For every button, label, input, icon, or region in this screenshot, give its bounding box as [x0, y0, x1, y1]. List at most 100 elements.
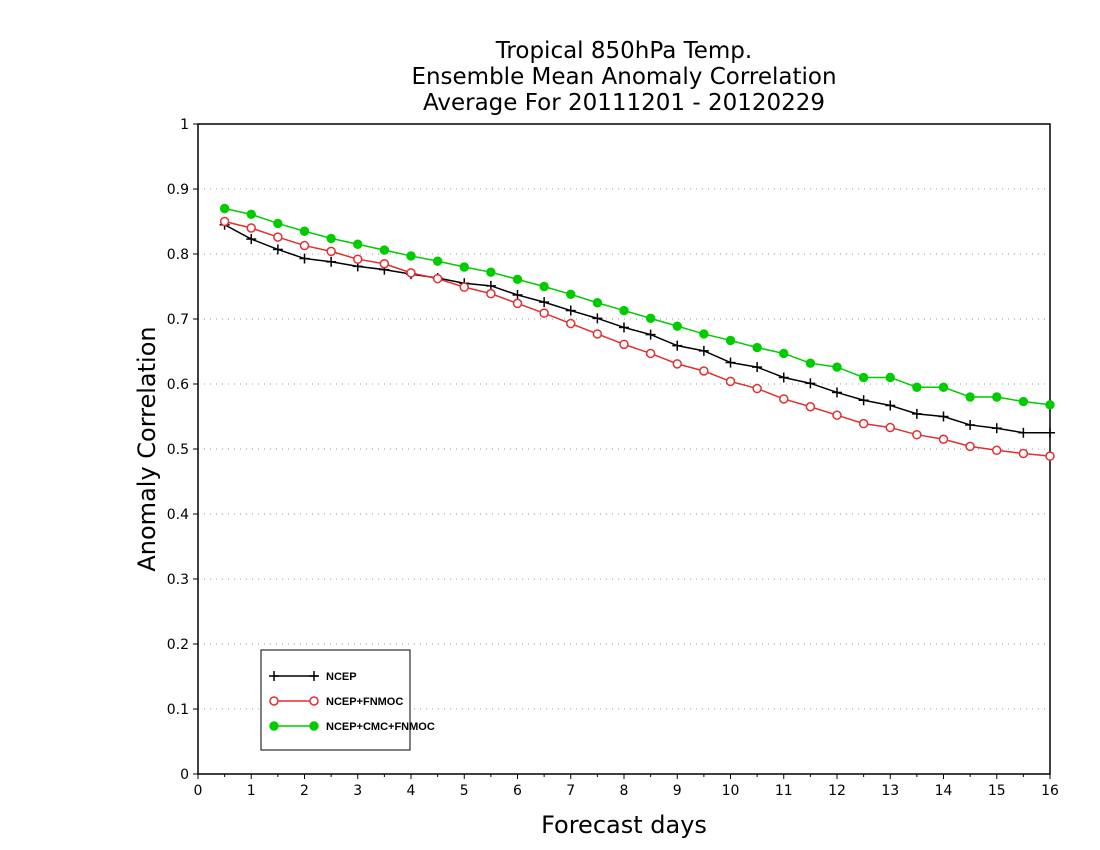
data-point	[1018, 448, 1029, 459]
data-point	[992, 392, 1002, 402]
data-point	[273, 232, 283, 242]
data-point	[645, 348, 656, 359]
legend-box	[260, 649, 411, 751]
data-point	[326, 256, 337, 267]
data-point	[273, 218, 283, 229]
data-point	[432, 256, 443, 266]
series-lines	[219, 203, 1055, 461]
data-point	[698, 345, 709, 356]
y-tick-label: 0.1	[167, 702, 189, 718]
data-point	[565, 305, 576, 316]
data-point	[486, 267, 496, 277]
data-point	[219, 203, 230, 214]
x-tick-label: 10	[722, 783, 740, 799]
data-point	[672, 340, 683, 351]
x-tick-label: 12	[828, 783, 846, 799]
legend: NCEP NCEP+FNMOC NCEP+CMC+FNMOC	[260, 649, 435, 751]
data-point	[965, 441, 975, 452]
data-point	[911, 408, 922, 419]
y-axis-label: Anomaly Correlation	[133, 326, 161, 571]
data-point	[938, 411, 949, 422]
series-line	[224, 220, 1051, 457]
data-point	[805, 402, 816, 412]
data-point	[486, 288, 496, 299]
x-axis-label: Forecast days	[541, 811, 707, 839]
x-tick-label: 0	[194, 783, 203, 799]
x-tick-label: 15	[988, 783, 1006, 799]
y-tick-label: 0.5	[167, 442, 189, 458]
data-point	[512, 289, 523, 300]
data-point	[566, 318, 576, 329]
data-point	[1018, 427, 1029, 438]
data-point	[885, 372, 895, 383]
x-tick-label: 7	[566, 783, 575, 799]
data-point	[725, 335, 736, 346]
data-point	[699, 329, 709, 339]
data-point	[432, 273, 443, 284]
data-point	[805, 358, 816, 368]
data-point	[1045, 451, 1055, 461]
data-point	[512, 298, 523, 309]
grid-lines	[198, 188, 1050, 710]
y-tick-label: 0.7	[167, 312, 189, 328]
data-point	[619, 339, 629, 350]
legend-marker	[269, 721, 279, 731]
legend-marker	[309, 696, 319, 706]
series-ncep	[219, 219, 1055, 438]
y-tick-label: 0.6	[167, 377, 189, 393]
data-point	[219, 216, 230, 227]
data-point	[1045, 400, 1055, 410]
data-point	[353, 254, 363, 264]
data-point	[752, 362, 763, 373]
x-tick-label: 9	[673, 783, 682, 799]
data-point	[592, 313, 603, 324]
data-point	[353, 239, 363, 249]
series-ncep-cmc-fnmoc	[219, 203, 1055, 410]
x-tick-label: 14	[935, 783, 953, 799]
data-point	[672, 359, 682, 369]
data-point	[965, 419, 976, 430]
data-point	[938, 434, 949, 444]
legend-entry: NCEP+CMC+FNMOC	[269, 721, 435, 733]
data-point	[539, 308, 549, 318]
y-tick-label: 0.8	[167, 247, 189, 263]
y-axis-ticks: 0 0.1 0.2 0.3 0.4 0.5 0.6 0.7 0.8 0.9 1	[167, 117, 198, 783]
data-point	[512, 274, 523, 285]
data-point	[858, 418, 869, 429]
data-point	[938, 382, 949, 392]
data-point	[246, 234, 257, 245]
data-point	[779, 394, 789, 404]
data-point	[885, 400, 896, 411]
legend-marker	[309, 671, 319, 681]
legend-marker	[269, 671, 279, 681]
data-point	[299, 253, 310, 264]
x-tick-label: 11	[775, 783, 793, 799]
data-point	[858, 395, 869, 406]
data-point	[832, 362, 842, 372]
legend-marker	[269, 696, 279, 706]
data-point	[272, 244, 283, 255]
data-point	[699, 366, 709, 376]
x-tick-label: 16	[1041, 783, 1059, 799]
series-ncep-fnmoc	[219, 216, 1055, 461]
legend-marker	[309, 721, 319, 731]
data-point	[992, 445, 1002, 456]
data-point	[246, 209, 256, 220]
x-tick-label: 8	[620, 783, 629, 799]
y-tick-label: 0.2	[167, 637, 189, 653]
y-tick-label: 1	[180, 117, 189, 133]
legend-entry: NCEP	[269, 671, 357, 683]
data-point	[619, 322, 629, 333]
data-point	[991, 423, 1002, 434]
data-point	[885, 422, 895, 433]
data-point	[778, 372, 789, 383]
y-tick-label: 0.4	[167, 507, 189, 523]
data-point	[459, 262, 469, 272]
chart-title: Tropical 850hPa Temp. Ensemble Mean Anom…	[411, 38, 836, 116]
legend-label: NCEP+FNMOC	[326, 696, 403, 708]
title-line-3: Average For 20111201 - 20120229	[423, 90, 825, 116]
data-point	[725, 357, 736, 368]
data-point	[406, 251, 416, 261]
data-point	[805, 378, 816, 389]
data-point	[832, 387, 842, 398]
